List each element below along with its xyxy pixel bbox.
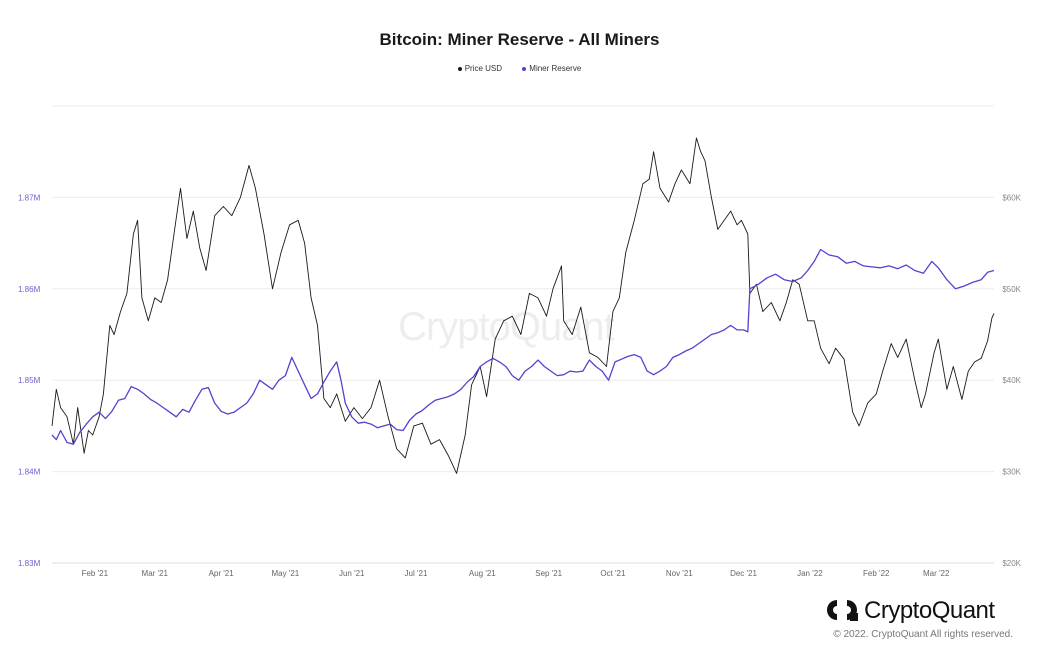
y-tick-label-left: 1.85M: [18, 376, 41, 385]
legend-item-reserve[interactable]: Miner Reserve: [522, 64, 581, 73]
y-axis-right: $20K $30K $40K $50K $60K: [1002, 193, 1021, 568]
x-tick-label: Jun '21: [339, 569, 365, 578]
x-tick-label: Oct '21: [600, 569, 626, 578]
x-tick-label: Aug '21: [469, 569, 496, 578]
x-tick-label: Jul '21: [405, 569, 428, 578]
y-tick-label-right: $60K: [1002, 193, 1021, 202]
copyright-notice: © 2022. CryptoQuant All rights reserved.: [833, 629, 1013, 640]
y-tick-label-left: 1.84M: [18, 468, 41, 477]
x-tick-label: Mar '21: [142, 569, 169, 578]
x-tick-label: Feb '22: [863, 569, 890, 578]
x-tick-label: Nov '21: [666, 569, 693, 578]
series-line-price[interactable]: [51, 137, 995, 474]
x-axis: Feb '21 Mar '21 Apr '21 May '21 Jun '21 Jul '…: [82, 569, 950, 578]
y-tick-label-left: 1.83M: [18, 559, 41, 568]
y-tick-label-right: $40K: [1002, 376, 1021, 385]
legend: Price USD Miner Reserve: [0, 64, 1039, 73]
x-tick-label: May '21: [271, 569, 299, 578]
watermark: CryptoQuant: [398, 305, 615, 349]
legend-label-reserve: Miner Reserve: [529, 64, 582, 73]
brand-name: CryptoQuant: [864, 597, 995, 624]
y-tick-label-right: $50K: [1002, 285, 1021, 294]
x-tick-label: Dec '21: [730, 569, 757, 578]
y-tick-label-right: $20K: [1002, 559, 1021, 568]
legend-label-price: Price USD: [464, 64, 503, 73]
y-tick-label-left: 1.86M: [18, 285, 41, 294]
x-tick-label: Mar '22: [923, 569, 950, 578]
x-tick-label: Apr '21: [209, 569, 235, 578]
legend-item-price[interactable]: Price USD: [457, 64, 503, 73]
x-tick-label: Jan '22: [797, 569, 823, 578]
x-tick-label: Sep '21: [535, 569, 562, 578]
chart-title: Bitcoin: Miner Reserve - All Miners: [379, 30, 660, 49]
x-tick-label: Feb '21: [82, 569, 109, 578]
legend-dot-price: [457, 66, 462, 71]
series-layer: [51, 137, 995, 474]
cryptoquant-logo-icon: [827, 600, 858, 621]
y-axis-left: 1.83M 1.84M 1.85M 1.86M 1.87M: [18, 193, 41, 568]
y-tick-label-right: $30K: [1002, 468, 1021, 477]
series-line-reserve[interactable]: [51, 248, 995, 445]
grid-layer: [52, 105, 994, 564]
legend-dot-reserve: [522, 66, 527, 71]
y-tick-label-left: 1.87M: [18, 193, 41, 202]
